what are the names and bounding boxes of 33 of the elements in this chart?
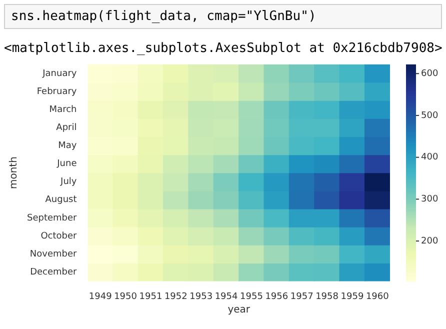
- x-tick-label: 1956: [265, 292, 288, 302]
- x-tick-label: 1952: [164, 292, 188, 302]
- y-tick-label: August: [45, 195, 78, 206]
- x-tick-label: 1950: [114, 292, 138, 302]
- color-bar-label: 200: [421, 236, 438, 246]
- x-tick-label: 1957: [290, 292, 314, 302]
- x-tick-label: 1949: [88, 292, 112, 302]
- x-axis-title: year: [228, 304, 251, 316]
- color-bar-label: 400: [421, 152, 438, 163]
- y-tick-label: January: [42, 68, 78, 79]
- x-tick-label: 1960: [366, 292, 390, 302]
- y-tick-label: December: [30, 268, 78, 278]
- color-bar-label: 500: [421, 110, 438, 121]
- color-bar-label: 300: [421, 194, 438, 205]
- y-tick-label: October: [40, 231, 78, 242]
- x-tick-label: 1955: [240, 292, 263, 302]
- y-tick-label: February: [36, 86, 78, 97]
- x-tick-label: 1953: [190, 292, 213, 302]
- y-tick-label: June: [56, 159, 78, 170]
- x-tick-label: 1954: [214, 292, 238, 302]
- x-tick-label: 1959: [340, 292, 364, 302]
- y-tick-label: November: [30, 249, 78, 260]
- text: sns.heatmap(flight_data, cmap="YlGnBu"): [4, 4, 442, 29]
- y-axis-title: month: [8, 156, 20, 190]
- y-tick-label: July: [60, 177, 78, 188]
- y-tick-label: March: [49, 104, 77, 115]
- y-tick-label: April: [56, 122, 77, 133]
- color-bar-label: 600: [421, 68, 438, 79]
- y-tick-label: September: [26, 213, 78, 224]
- y-tick-label: May: [58, 141, 78, 152]
- text: <matplotlib.axes._subplots.AxesSubplot at 0x216cbdb7908>: [4, 41, 444, 56]
- x-tick-label: 1958: [316, 292, 339, 302]
- x-tick-label: 1951: [139, 292, 162, 302]
